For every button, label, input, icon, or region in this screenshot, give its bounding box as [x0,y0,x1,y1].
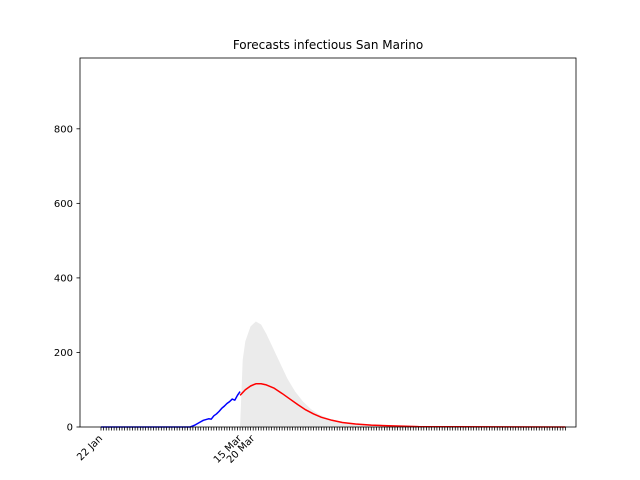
chart-title: Forecasts infectious San Marino [233,38,423,52]
y-tick-label: 200 [54,348,73,359]
axes-frame [79,57,577,428]
y-tick-label: 0 [67,423,73,434]
series-line-0 [100,391,241,428]
x-minor-ticks [100,427,566,431]
y-tick-label: 800 [54,124,73,135]
y-tick-label: 400 [54,274,73,285]
y-tick-label: 600 [54,199,73,210]
forecast-band [240,321,566,427]
series-line-1 [239,383,566,428]
x-tick-label: 22 Jan [75,433,105,463]
